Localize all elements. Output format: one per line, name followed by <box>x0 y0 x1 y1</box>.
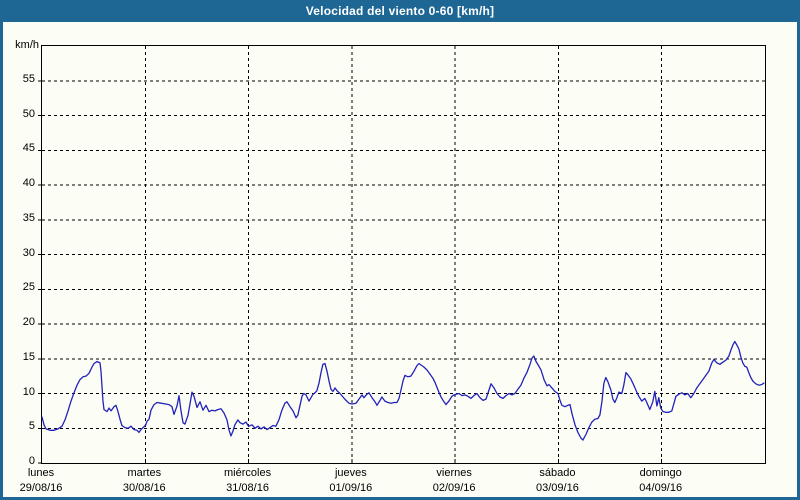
day-date: 30/08/16 <box>122 482 166 494</box>
day-name: domingo <box>639 467 682 479</box>
chart-svg <box>38 46 765 464</box>
x-axis-day-label: jueves 01/09/16 <box>296 466 406 496</box>
y-tick-label: 20 <box>22 316 35 328</box>
y-axis-unit-label: km/h <box>15 39 39 51</box>
y-tick-label: 10 <box>22 385 35 398</box>
x-axis-day-label: martes 30/08/16 <box>89 466 199 496</box>
day-date: 04/09/16 <box>639 482 683 494</box>
y-tick-label: 50 <box>22 107 35 120</box>
y-tick-label: 45 <box>22 142 35 155</box>
day-date: 29/08/16 <box>19 482 63 494</box>
chart-title: Velocidad del viento 0-60 [km/h] <box>305 4 495 18</box>
wind-speed-line <box>41 340 765 441</box>
x-axis-day-label: miércoles 31/08/16 <box>193 466 303 496</box>
y-tick-label: 5 <box>28 420 35 433</box>
day-name: viernes <box>436 467 472 479</box>
day-name: sábado <box>539 467 576 479</box>
day-name: lunes <box>27 467 55 479</box>
y-tick-label: 0 <box>28 455 35 467</box>
x-axis-day-label: sábado 03/09/16 <box>502 466 612 496</box>
day-date: 01/09/16 <box>329 482 373 494</box>
day-name: jueves <box>334 467 367 479</box>
y-tick-label: 40 <box>22 177 35 189</box>
day-date: 02/09/16 <box>432 482 476 494</box>
y-tick-label: 35 <box>22 211 35 224</box>
plot-area <box>38 45 766 464</box>
day-date: 31/08/16 <box>226 482 269 494</box>
day-name: miércoles <box>224 467 272 479</box>
x-axis-day-label: viernes 02/09/16 <box>399 466 509 496</box>
x-axis-day-label: lunes 29/08/16 <box>3 466 96 496</box>
y-tick-label: 55 <box>22 72 35 85</box>
x-axis-day-label: domingo 04/09/16 <box>606 466 716 496</box>
y-tick-label: 25 <box>22 281 35 294</box>
day-date: 03/09/16 <box>536 482 579 494</box>
y-tick-label: 30 <box>22 246 35 259</box>
title-bar: Velocidad del viento 0-60 [km/h] <box>3 3 797 22</box>
y-tick-label: 15 <box>22 350 35 363</box>
day-name: martes <box>127 467 162 479</box>
